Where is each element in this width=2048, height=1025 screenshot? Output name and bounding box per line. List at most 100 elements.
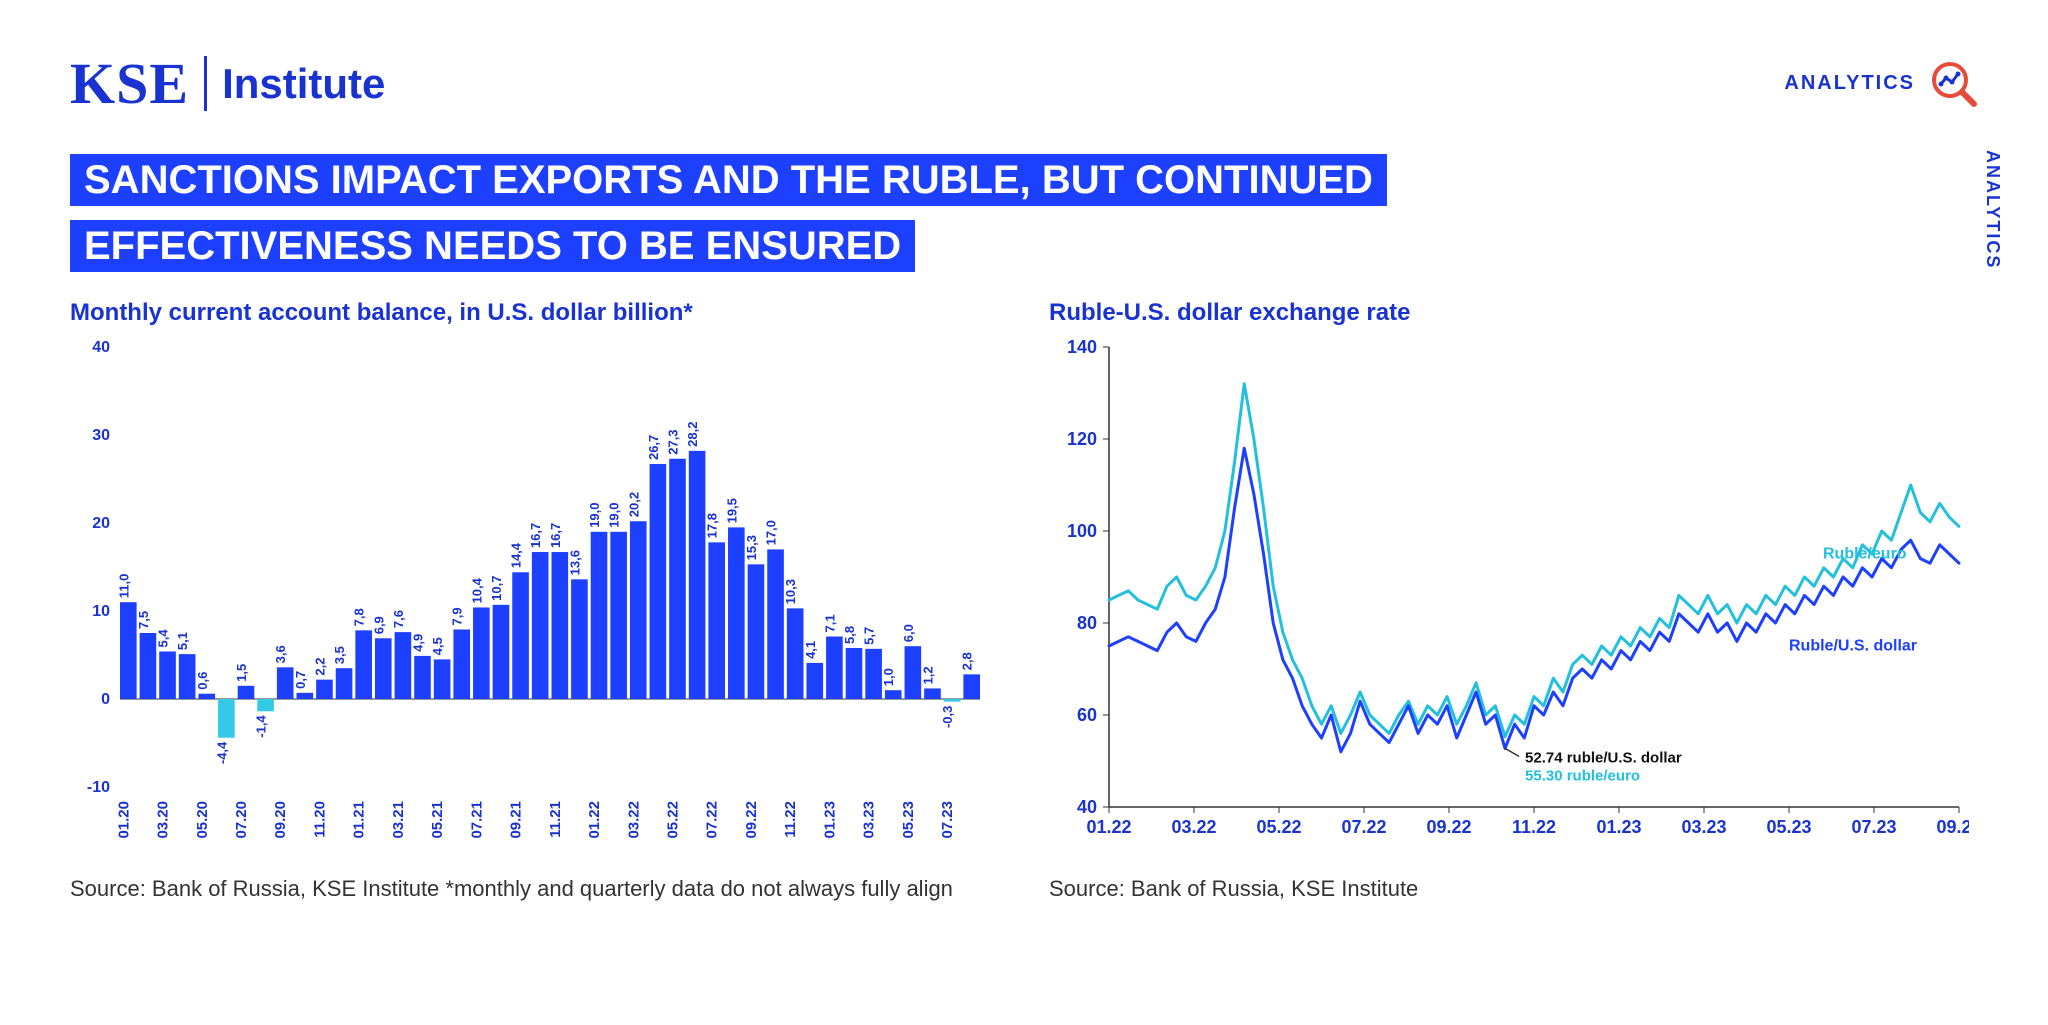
svg-text:03.21: 03.21 — [390, 801, 407, 839]
institute-text: Institute — [222, 60, 385, 108]
svg-text:05.23: 05.23 — [900, 801, 917, 839]
svg-text:55.30 ruble/euro: 55.30 ruble/euro — [1525, 767, 1640, 784]
svg-text:01.23: 01.23 — [821, 801, 838, 839]
svg-text:07.23: 07.23 — [1851, 817, 1896, 837]
svg-text:10,3: 10,3 — [783, 579, 798, 604]
charts-row: Monthly current account balance, in U.S.… — [70, 299, 1978, 904]
svg-text:09.22: 09.22 — [743, 801, 760, 839]
svg-text:4,5: 4,5 — [430, 637, 445, 655]
svg-text:11.20: 11.20 — [311, 801, 328, 838]
svg-text:140: 140 — [1067, 337, 1097, 357]
svg-text:6,0: 6,0 — [901, 624, 916, 642]
svg-text:05.22: 05.22 — [1256, 817, 1301, 837]
svg-text:10,7: 10,7 — [489, 576, 504, 601]
svg-text:03.20: 03.20 — [155, 801, 172, 839]
svg-text:80: 80 — [1077, 613, 1097, 633]
svg-text:19,0: 19,0 — [607, 502, 622, 527]
svg-text:07.22: 07.22 — [1341, 817, 1386, 837]
kse-logo-text: KSE — [70, 50, 189, 117]
svg-text:16,7: 16,7 — [548, 523, 563, 548]
svg-text:07.23: 07.23 — [939, 801, 956, 839]
svg-text:1,0: 1,0 — [881, 668, 896, 686]
svg-text:40: 40 — [92, 339, 110, 356]
svg-text:1,2: 1,2 — [920, 666, 935, 684]
svg-text:7,1: 7,1 — [822, 614, 837, 632]
svg-text:19,5: 19,5 — [724, 498, 739, 523]
svg-text:-1,4: -1,4 — [254, 715, 269, 738]
bar-chart-column: Monthly current account balance, in U.S.… — [70, 299, 999, 904]
svg-text:01.23: 01.23 — [1596, 817, 1641, 837]
svg-text:40: 40 — [1077, 797, 1097, 817]
svg-text:60: 60 — [1077, 705, 1097, 725]
svg-text:4,1: 4,1 — [803, 641, 818, 659]
line-chart-source: Source: Bank of Russia, KSE Institute — [1049, 874, 1978, 904]
headline-text: SANCTIONS IMPACT EXPORTS AND THE RUBLE, … — [70, 154, 1387, 272]
svg-text:03.23: 03.23 — [861, 801, 878, 839]
svg-text:01.22: 01.22 — [1086, 817, 1131, 837]
line-chart-title: Ruble-U.S. dollar exchange rate — [1049, 299, 1978, 327]
svg-text:09.23: 09.23 — [1936, 817, 1969, 837]
svg-text:17,8: 17,8 — [705, 513, 720, 538]
svg-text:15,3: 15,3 — [744, 535, 759, 560]
svg-text:16,7: 16,7 — [528, 523, 543, 548]
svg-text:05.21: 05.21 — [429, 801, 446, 839]
line-chart-column: Ruble-U.S. dollar exchange rate 40608010… — [1049, 299, 1978, 904]
svg-text:5,7: 5,7 — [862, 627, 877, 645]
svg-text:19,0: 19,0 — [587, 502, 602, 527]
svg-text:11.22: 11.22 — [1512, 817, 1556, 837]
line-chart: 40608010012014001.2203.2205.2207.2209.22… — [1049, 337, 1969, 857]
svg-text:09.22: 09.22 — [1426, 817, 1471, 837]
svg-text:7,5: 7,5 — [136, 611, 151, 629]
svg-text:-10: -10 — [87, 779, 110, 796]
svg-text:7,6: 7,6 — [391, 610, 406, 628]
logo-block: KSE Institute — [70, 50, 385, 117]
bar-chart-source: Source: Bank of Russia, KSE Institute *m… — [70, 874, 999, 904]
svg-text:07.22: 07.22 — [704, 801, 721, 839]
svg-text:-4,4: -4,4 — [214, 741, 229, 764]
analytics-block: ANALYTICS — [1784, 60, 1978, 108]
analytics-vertical-label: ANALYTICS — [1982, 150, 2003, 269]
svg-text:5,8: 5,8 — [842, 626, 857, 644]
svg-text:0,7: 0,7 — [293, 671, 308, 689]
svg-text:7,8: 7,8 — [352, 608, 367, 626]
analytics-icon — [1930, 60, 1978, 108]
svg-text:26,7: 26,7 — [646, 435, 661, 460]
headline-block: SANCTIONS IMPACT EXPORTS AND THE RUBLE, … — [70, 147, 1470, 279]
svg-text:3,5: 3,5 — [332, 646, 347, 664]
page-header: KSE Institute ANALYTICS — [70, 50, 1978, 117]
svg-text:Ruble/U.S. dollar: Ruble/U.S. dollar — [1789, 638, 1917, 655]
svg-text:2,8: 2,8 — [960, 652, 975, 670]
svg-text:09.20: 09.20 — [272, 801, 289, 839]
svg-text:03.22: 03.22 — [1171, 817, 1216, 837]
svg-text:Ruble/euro: Ruble/euro — [1823, 546, 1907, 563]
svg-text:0,6: 0,6 — [195, 672, 210, 690]
svg-text:09.21: 09.21 — [508, 801, 525, 839]
svg-text:30: 30 — [92, 427, 110, 444]
svg-text:01.22: 01.22 — [586, 801, 603, 839]
svg-text:01.20: 01.20 — [115, 801, 132, 839]
svg-text:05.22: 05.22 — [664, 801, 681, 839]
svg-text:10,4: 10,4 — [469, 577, 484, 603]
svg-text:5,1: 5,1 — [175, 632, 190, 650]
svg-text:120: 120 — [1067, 429, 1097, 449]
svg-text:17,0: 17,0 — [764, 520, 779, 545]
svg-text:-0,3: -0,3 — [940, 706, 955, 728]
svg-text:28,2: 28,2 — [685, 422, 700, 447]
svg-text:5,4: 5,4 — [156, 629, 171, 648]
svg-text:0: 0 — [101, 691, 110, 708]
svg-text:13,6: 13,6 — [567, 550, 582, 575]
svg-text:05.20: 05.20 — [194, 801, 211, 839]
svg-text:03.23: 03.23 — [1681, 817, 1726, 837]
svg-text:11,0: 11,0 — [116, 574, 131, 599]
analytics-label: ANALYTICS — [1784, 72, 1915, 95]
svg-text:10: 10 — [92, 603, 110, 620]
svg-text:14,4: 14,4 — [509, 542, 524, 568]
bar-chart-title: Monthly current account balance, in U.S.… — [70, 299, 999, 327]
svg-text:11.22: 11.22 — [782, 801, 799, 838]
svg-text:03.22: 03.22 — [625, 801, 642, 839]
svg-text:20,2: 20,2 — [626, 492, 641, 517]
svg-text:52.74 ruble/U.S. dollar: 52.74 ruble/U.S. dollar — [1525, 749, 1682, 766]
svg-text:2,2: 2,2 — [312, 658, 327, 676]
bar-chart: -1001020304011,07,55,45,10,6-4,41,5-1,43… — [70, 337, 990, 857]
svg-text:6,9: 6,9 — [371, 616, 386, 634]
